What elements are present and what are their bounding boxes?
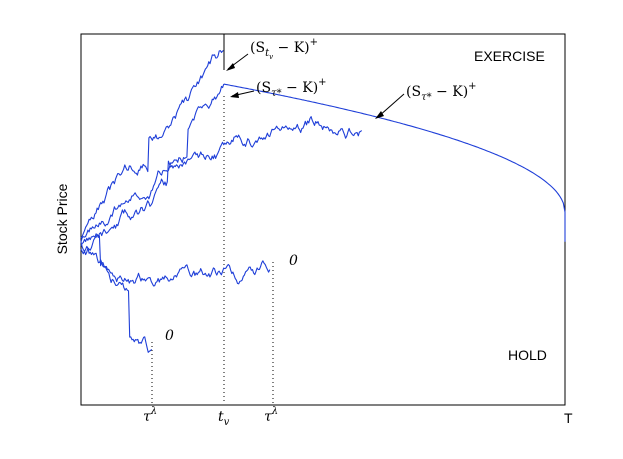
sample-path-path-2 xyxy=(80,83,225,242)
annotation-payoff-tau-2: (Sτ* − K)+ xyxy=(375,81,477,119)
sample-path-path-3 xyxy=(80,116,363,256)
sample-path-path-1 xyxy=(80,50,224,239)
annotation-zero-lower: 0 xyxy=(165,328,174,344)
series-layer xyxy=(80,34,566,353)
annotation-payoff-tau-1: (Sτ* − K)+ xyxy=(230,77,327,99)
svg-text:(Sτ* − K)+: (Sτ* − K)+ xyxy=(256,77,327,99)
x-tick-T: T xyxy=(564,410,573,426)
annotation-zero-upper: 0 xyxy=(289,253,298,269)
sample-path-path-4 xyxy=(80,234,271,287)
region-label-hold: HOLD xyxy=(508,347,547,363)
svg-text:(Stv − K)+: (Stv − K)+ xyxy=(250,37,318,61)
svg-text:(Sτ* − K)+: (Sτ* − K)+ xyxy=(406,81,477,103)
plot-frame xyxy=(80,33,566,406)
y-axis-label: Stock Price xyxy=(54,183,70,254)
exercise-boundary-line xyxy=(223,83,566,242)
x-tick-tau-right: τλ xyxy=(264,406,278,425)
x-tick-tau-left: τλ xyxy=(143,406,157,425)
x-tick-tv: tv xyxy=(218,409,230,428)
sample-path-path-5 xyxy=(80,241,153,353)
region-label-exercise: EXERCISE xyxy=(474,48,545,64)
annotation-payoff-tv: (Stv − K)+ xyxy=(226,37,318,71)
